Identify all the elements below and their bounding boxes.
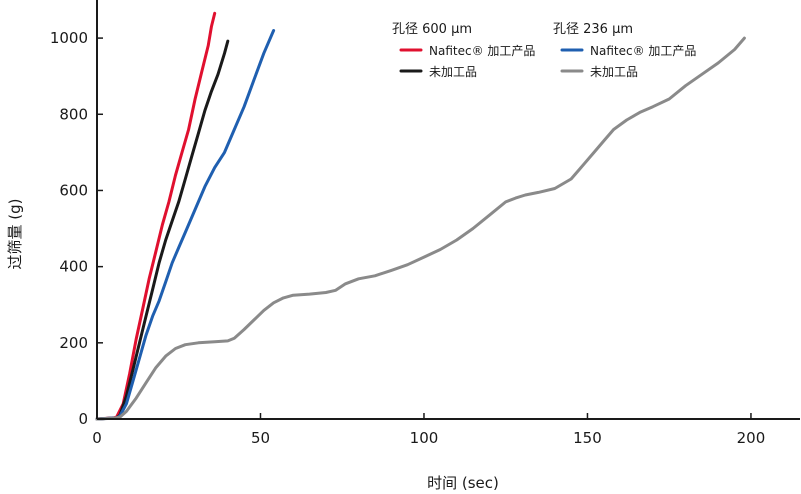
- x-tick-label-0: 0: [92, 429, 102, 447]
- y-tick-label-3: 600: [59, 181, 88, 199]
- legend-label-1: Nafitec® 加工产品: [429, 44, 535, 58]
- series-line-1: [95, 11, 217, 421]
- y-axis-title: 过筛量 (g): [6, 199, 24, 270]
- labels-layer: 0 50 100 150 200 0 200 400 600 800 1000: [50, 29, 765, 447]
- y-tick-label-5: 1000: [50, 29, 88, 47]
- x-tick-label-1: 50: [251, 429, 270, 447]
- y-tick-label-4: 800: [59, 105, 88, 123]
- legend-group-title-2: 孔径 236 µm: [553, 22, 633, 37]
- y-tick-label-1: 200: [59, 334, 88, 352]
- series-layer: [95, 11, 746, 421]
- legend-label-4: 未加工品: [590, 65, 638, 79]
- x-tick-label-3: 150: [573, 429, 602, 447]
- y-tick-label-0: 0: [78, 410, 88, 428]
- series-line-2: [95, 39, 230, 421]
- x-tick-label-4: 200: [737, 429, 766, 447]
- legend-label-2: 未加工品: [429, 65, 477, 79]
- series-line-4: [95, 36, 746, 421]
- x-tick-label-2: 100: [410, 429, 439, 447]
- legend-label-3: Nafitec® 加工产品: [590, 44, 696, 58]
- series-line-3: [95, 29, 276, 421]
- x-axis-title: 时间 (sec): [427, 474, 499, 492]
- axes-layer: [96, 0, 800, 420]
- y-tick-label-2: 400: [59, 258, 88, 276]
- legend-group-title-1: 孔径 600 µm: [392, 22, 472, 37]
